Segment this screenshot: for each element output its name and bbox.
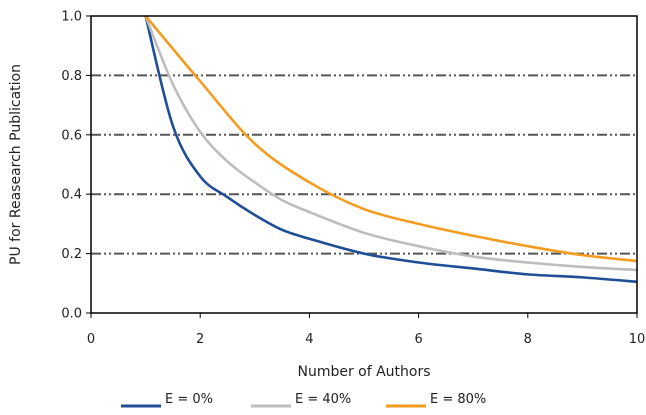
x-axis-ticks: 0 2 4 6 8 10 <box>87 313 645 347</box>
series-line-0 <box>144 15 638 284</box>
x-tick-label-4: 8 <box>524 332 532 347</box>
legend-label-1: E = 40% <box>295 392 351 407</box>
series-lines <box>144 15 638 284</box>
y-tick-label-5: 1.0 <box>61 10 82 25</box>
y-tick-label-2: 0.4 <box>61 188 82 203</box>
series-line-1 <box>144 15 638 272</box>
y-tick-label-0: 0.0 <box>61 307 82 322</box>
x-tick-label-0: 0 <box>87 332 95 347</box>
x-tick-label-2: 4 <box>305 332 313 347</box>
y-tick-label-1: 0.2 <box>61 247 82 262</box>
x-tick-label-1: 2 <box>196 332 204 347</box>
y-tick-label-3: 0.6 <box>61 128 82 143</box>
y-axis-ticks: 0.0 0.2 0.4 0.6 0.8 1.0 <box>61 10 91 322</box>
y-axis-title: PU for Reasearch Publication <box>8 64 24 265</box>
x-tick-label-3: 6 <box>414 332 422 347</box>
x-axis-title: Number of Authors <box>297 364 430 380</box>
series-line-2 <box>144 15 638 263</box>
y-tick-label-4: 0.8 <box>61 69 82 84</box>
legend-label-0: E = 0% <box>165 392 213 407</box>
x-tick-label-5: 10 <box>629 332 646 347</box>
plot-frame <box>90 15 638 314</box>
legend-label-2: E = 80% <box>430 392 486 407</box>
legend: E = 0% E = 40% E = 80% <box>121 392 486 408</box>
gridlines <box>91 74 637 255</box>
